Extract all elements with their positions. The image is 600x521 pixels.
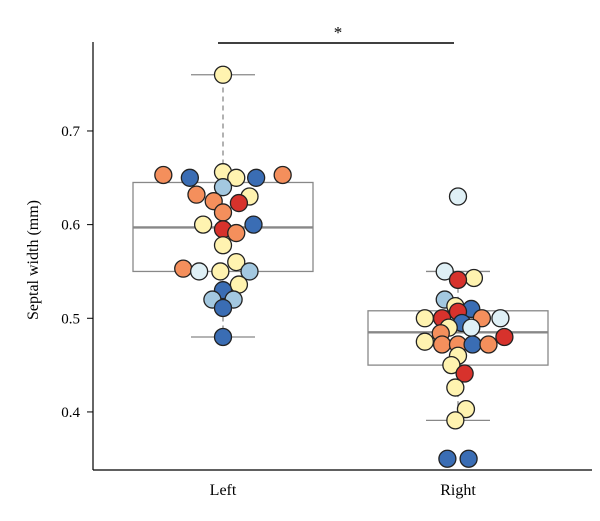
data-point-left-8 xyxy=(187,185,206,204)
data-point-right-18 xyxy=(432,335,452,354)
data-point-right-11 xyxy=(491,309,510,328)
data-point-left-6 xyxy=(246,168,266,187)
y-tick-label-1: 0.5 xyxy=(61,311,80,327)
data-point-right-8 xyxy=(415,309,435,328)
data-point-right-27 xyxy=(446,411,465,430)
data-point-left-13 xyxy=(193,215,213,234)
significance-label: * xyxy=(334,23,343,42)
data-point-left-12 xyxy=(213,203,233,222)
data-point-left-16 xyxy=(227,223,246,243)
data-point-right-24 xyxy=(455,364,474,383)
category-label-right: Right xyxy=(440,482,476,499)
data-points xyxy=(154,65,514,468)
data-point-right-29 xyxy=(459,449,478,468)
data-point-right-28 xyxy=(438,449,457,468)
y-tick-label-2: 0.6 xyxy=(61,218,80,234)
data-point-right-1 xyxy=(435,262,454,281)
data-point-right-25 xyxy=(446,378,465,397)
data-point-left-27 xyxy=(213,298,233,318)
data-point-left-20 xyxy=(189,262,209,281)
y-tick-label-3: 0.7 xyxy=(61,124,80,140)
data-point-left-28 xyxy=(213,327,233,347)
data-point-left-3 xyxy=(273,165,292,185)
axes xyxy=(92,42,592,471)
data-point-right-3 xyxy=(448,270,468,290)
data-point-right-26 xyxy=(456,399,476,419)
y-ticks: 0.4 0.5 0.6 0.7 xyxy=(61,124,93,421)
data-point-left-22 xyxy=(240,262,259,281)
data-point-right-0 xyxy=(448,187,468,206)
data-point-left-5 xyxy=(227,168,246,187)
data-point-right-17 xyxy=(415,332,435,351)
data-point-left-18 xyxy=(227,252,246,272)
data-point-right-14 xyxy=(462,318,481,337)
data-point-right-20 xyxy=(463,335,482,354)
data-point-left-14 xyxy=(244,215,263,234)
data-point-left-2 xyxy=(154,165,173,185)
data-point-right-23 xyxy=(442,355,461,375)
data-point-left-21 xyxy=(211,262,230,281)
data-point-right-2 xyxy=(464,268,484,288)
y-axis-label: Septal width (mm) xyxy=(25,200,42,320)
category-label-left: Left xyxy=(210,482,237,499)
data-point-left-0 xyxy=(213,65,233,84)
data-point-right-16 xyxy=(495,327,514,347)
data-point-left-17 xyxy=(213,236,233,255)
data-point-left-11 xyxy=(229,193,249,213)
data-point-left-19 xyxy=(174,259,193,278)
y-tick-label-0: 0.4 xyxy=(61,405,80,421)
data-point-left-7 xyxy=(213,178,233,197)
boxes xyxy=(132,74,549,422)
x-category-labels: Left Right xyxy=(210,482,477,499)
data-point-right-21 xyxy=(479,335,498,354)
data-point-left-4 xyxy=(180,168,200,187)
significance-marker: * xyxy=(218,23,454,44)
